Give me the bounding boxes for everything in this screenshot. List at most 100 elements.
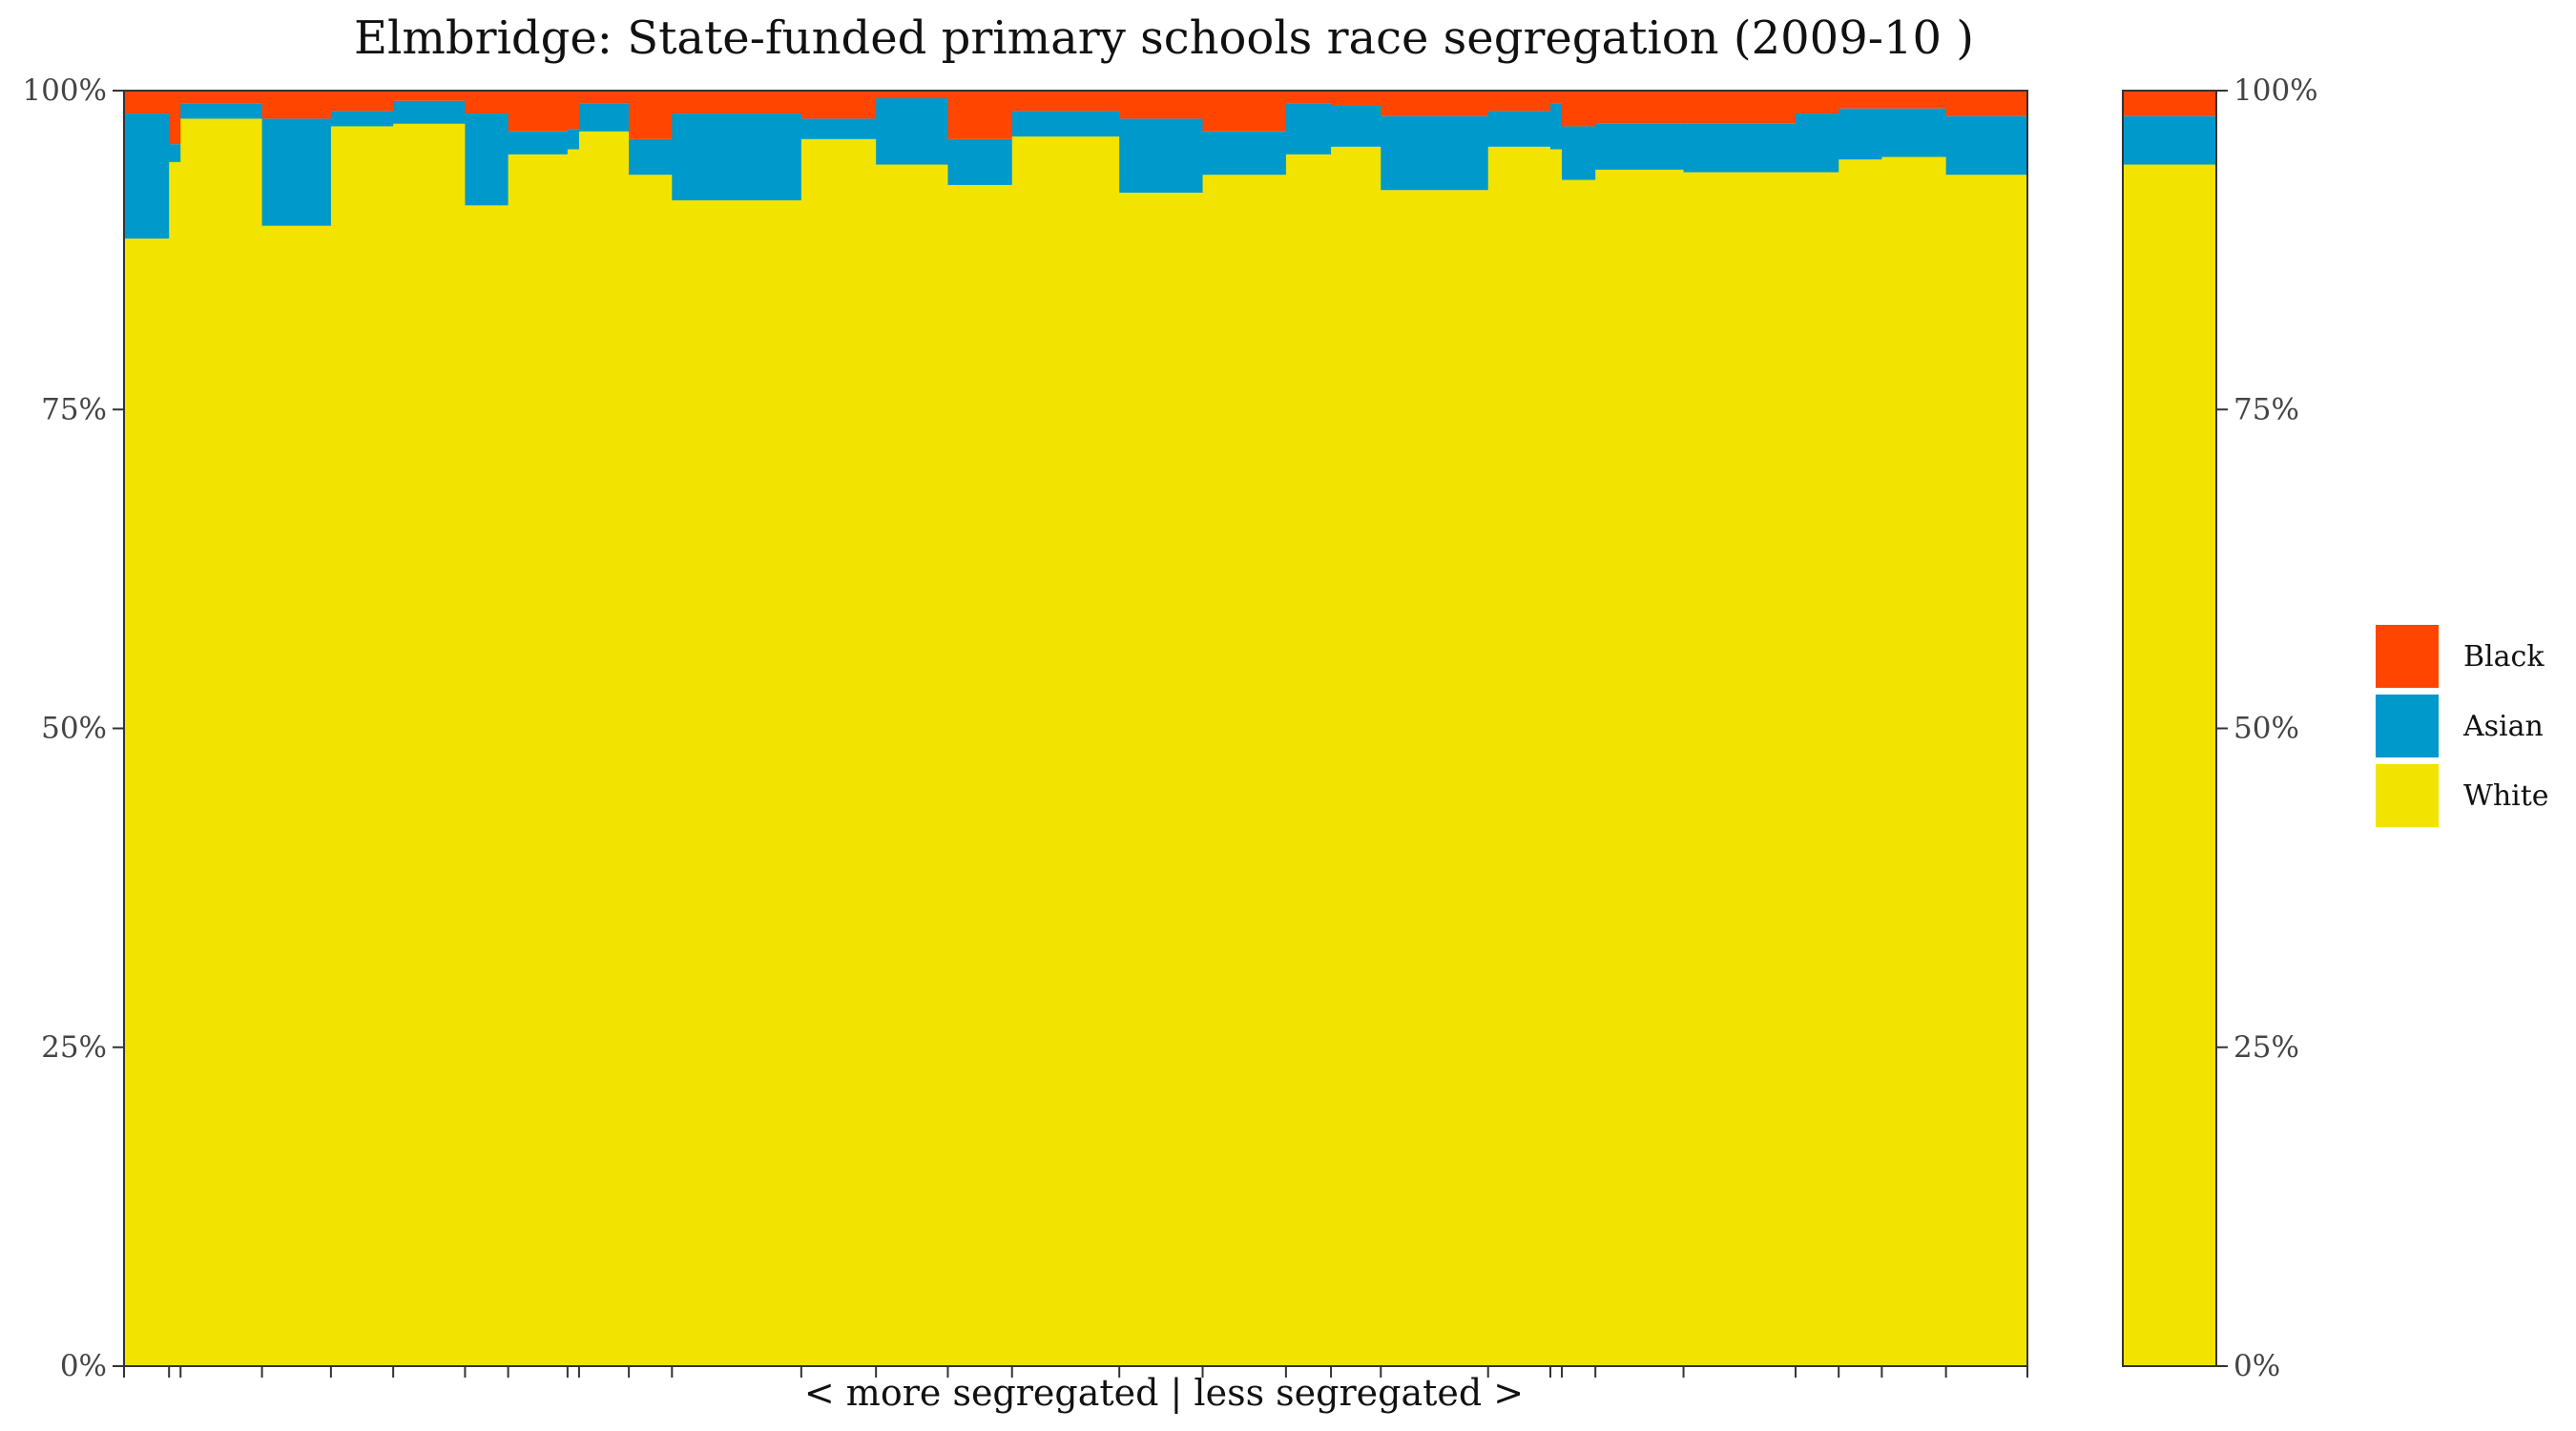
bar-asian-school-3 <box>261 118 332 226</box>
bar-white-school-23 <box>1562 179 1596 1367</box>
bar-white-school-16 <box>1119 192 1204 1367</box>
bar-asian-school-27 <box>1839 108 1882 160</box>
bar-asian-school-21 <box>1487 111 1551 147</box>
bar-white-school-27 <box>1839 159 1882 1366</box>
bar-white-school-18 <box>1285 154 1332 1367</box>
bar-asian-school-24 <box>1595 123 1685 170</box>
y-tick-label-right-0: 0% <box>2233 1349 2280 1383</box>
bar-asian-school-22 <box>1549 103 1563 150</box>
bar-white-school-11 <box>672 199 802 1367</box>
bar-black-school-17 <box>1202 91 1287 132</box>
bar-black-school-20 <box>1381 91 1489 116</box>
y-tick-label-right-2: 50% <box>2233 712 2299 746</box>
bar-black-school-12 <box>800 91 877 119</box>
bar-black-school-15 <box>1011 91 1120 112</box>
bar-asian-school-23 <box>1562 126 1596 180</box>
bar-asian-school-17 <box>1202 131 1287 176</box>
bar-white-school-28 <box>1881 156 1947 1366</box>
bar-white-school-26 <box>1796 172 1839 1366</box>
bar-white-school-3 <box>261 225 332 1366</box>
bar-asian-school-10 <box>629 138 673 176</box>
bar-black-school-11 <box>672 91 802 114</box>
legend-label-black: Black <box>2463 640 2545 674</box>
bar-black-school-29 <box>1945 91 2028 116</box>
bar-white-school-4 <box>330 126 394 1366</box>
bar-white-school-15 <box>1011 136 1120 1367</box>
chart-title: Elmbridge: State-funded primary schools … <box>354 11 1974 65</box>
bar-black-school-25 <box>1683 91 1797 124</box>
bar-white-school-5 <box>393 123 467 1367</box>
bar-asian-school-5 <box>393 100 467 124</box>
bar-asian-school-20 <box>1381 115 1489 191</box>
bar-black-school-0 <box>124 91 170 114</box>
bar-white-school-9 <box>578 131 630 1367</box>
bar-black-school-7 <box>508 91 569 132</box>
bar-black-school-14 <box>947 91 1013 139</box>
x-axis-label: < more segregated | less segregated > <box>804 1372 1524 1414</box>
bar-asian-school-8 <box>567 129 580 150</box>
bar-asian-school-25 <box>1683 123 1797 173</box>
x-axis-ticks <box>123 1366 2028 1378</box>
bar-asian-school-15 <box>1011 111 1120 137</box>
bar-black-school-28 <box>1881 91 1947 109</box>
bar-white-school-1 <box>169 161 181 1367</box>
bar-white-overall <box>2123 164 2217 1366</box>
bar-white-school-6 <box>465 205 509 1367</box>
bar-asian-school-29 <box>1945 115 2028 176</box>
y-axis-right: 0% 25% 50% 75% 100% <box>2216 73 2318 1383</box>
bar-white-school-10 <box>629 175 673 1367</box>
bar-asian-school-1 <box>169 144 181 162</box>
y-tick-label-left-1: 25% <box>41 1030 107 1065</box>
bar-black-school-13 <box>876 91 949 99</box>
bar-black-school-23 <box>1562 91 1596 127</box>
bar-asian-school-26 <box>1796 114 1839 173</box>
bar-asian-school-9 <box>578 103 630 132</box>
bar-white-school-7 <box>508 154 569 1367</box>
bar-white-school-12 <box>800 138 877 1366</box>
bar-black-school-26 <box>1796 91 1839 114</box>
bar-black-school-8 <box>567 91 580 130</box>
bar-asian-school-11 <box>672 114 802 200</box>
bar-asian-school-2 <box>180 103 263 119</box>
bar-black-school-18 <box>1285 91 1332 104</box>
bar-black-school-21 <box>1487 91 1551 112</box>
bar-asian-school-4 <box>330 111 394 127</box>
bar-white-school-20 <box>1381 190 1489 1366</box>
legend-label-white: White <box>2463 779 2549 813</box>
bar-asian-school-13 <box>876 98 949 165</box>
bar-white-school-17 <box>1202 175 1287 1367</box>
bar-asian-school-28 <box>1881 108 1947 157</box>
y-tick-label-right-1: 25% <box>2233 1030 2299 1065</box>
bar-white-school-24 <box>1595 169 1685 1366</box>
y-tick-label-right-4: 100% <box>2233 73 2318 108</box>
bar-asian-school-16 <box>1119 118 1204 193</box>
bar-black-school-3 <box>261 91 332 119</box>
bar-black-school-9 <box>578 91 630 104</box>
bar-black-school-24 <box>1595 91 1685 124</box>
bar-asian-school-12 <box>800 118 877 139</box>
bar-white-school-13 <box>876 164 949 1366</box>
bar-white-school-25 <box>1683 172 1797 1366</box>
legend-swatch-white <box>2376 764 2439 827</box>
bar-asian-school-14 <box>947 138 1013 185</box>
bar-black-school-10 <box>629 91 673 139</box>
bar-black-school-5 <box>393 91 467 101</box>
bar-white-school-14 <box>947 184 1013 1367</box>
bar-asian-school-6 <box>465 114 509 206</box>
bar-white-school-0 <box>124 238 170 1366</box>
y-tick-label-left-3: 75% <box>41 392 107 426</box>
bar-white-school-19 <box>1331 146 1381 1366</box>
bar-asian-school-19 <box>1331 106 1381 147</box>
bar-asian-overall <box>2123 115 2217 165</box>
y-axis-left: 0% 25% 50% 75% 100% <box>22 73 124 1383</box>
bar-black-overall <box>2123 91 2217 116</box>
bar-white-school-21 <box>1487 146 1551 1366</box>
bar-white-school-29 <box>1945 175 2028 1367</box>
legend-swatch-black <box>2376 625 2439 688</box>
legend: Black Asian White <box>2376 625 2549 827</box>
legend-swatch-asian <box>2376 695 2439 757</box>
bar-black-school-27 <box>1839 91 1882 109</box>
bar-black-school-16 <box>1119 91 1204 119</box>
legend-label-asian: Asian <box>2462 710 2544 743</box>
